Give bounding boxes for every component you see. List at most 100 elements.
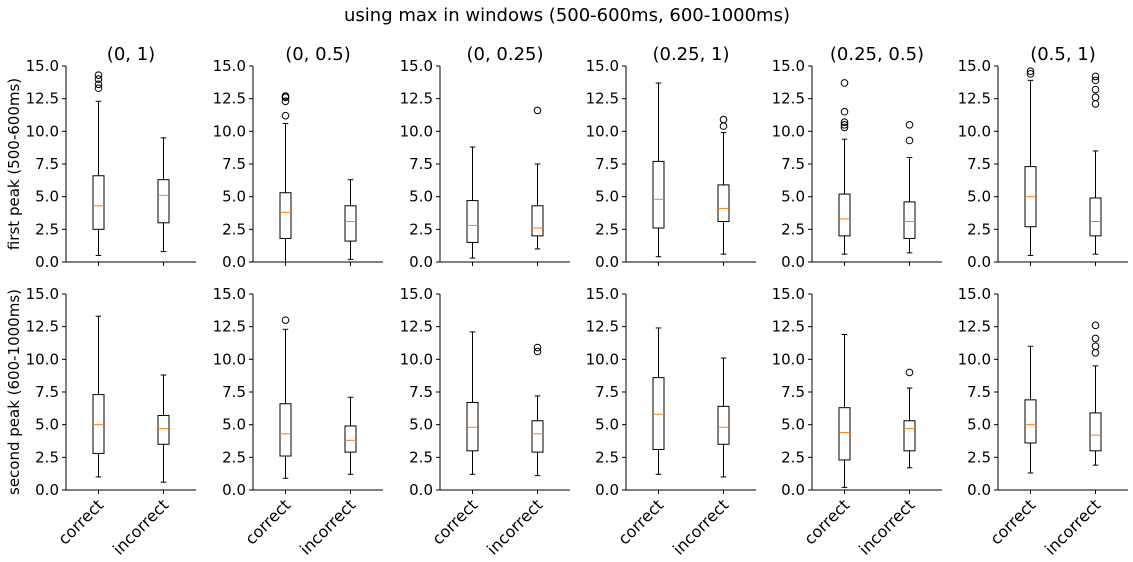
iqr-box — [92, 394, 105, 454]
iqr-box — [652, 377, 665, 450]
y-tick-label: 2.5 — [781, 220, 805, 238]
y-tick-label: 10.0 — [400, 122, 433, 140]
panel-r0-c4: 0.0 2.5 5.0 7.5 10.0 12.5 15.0 (0.25, 0.5) — [772, 44, 942, 271]
y-tick-label: 12.5 — [213, 318, 246, 336]
iqr-box — [1089, 412, 1102, 452]
iqr-box — [838, 407, 851, 461]
y-tick-label: 5.0 — [781, 416, 805, 434]
y-tick-label: 10.0 — [958, 122, 991, 140]
y-tick-label: 15.0 — [772, 57, 805, 75]
y-tick-label: 7.5 — [222, 383, 246, 401]
outlier-point — [905, 136, 914, 145]
box-incorrect — [903, 368, 916, 469]
y-tick-label: 15.0 — [213, 57, 246, 75]
column-title: (0, 0.5) — [285, 44, 351, 65]
y-tick-label: 0.0 — [35, 253, 59, 271]
iqr-box — [838, 193, 851, 237]
outlier-point — [94, 71, 103, 79]
column-title: (0.25, 1) — [652, 44, 729, 65]
outlier-point — [719, 115, 728, 124]
box-incorrect — [531, 343, 544, 477]
outlier-point — [719, 122, 728, 130]
y-tick-label: 10.0 — [213, 350, 246, 368]
y-tick-label: 7.5 — [781, 155, 805, 173]
iqr-box — [279, 403, 292, 457]
x-tick-label-incorrect: incorrect — [483, 495, 546, 558]
y-tick-label: 12.5 — [400, 318, 433, 336]
outlier-point — [533, 106, 542, 115]
y-tick-label: 15.0 — [958, 285, 991, 303]
box-correct — [1024, 67, 1037, 256]
figure-suptitle: using max in windows (500-600ms, 600-100… — [344, 5, 790, 26]
y-tick-label: 12.5 — [213, 90, 246, 108]
outlier-point — [840, 107, 849, 116]
y-tick-label: 12.5 — [772, 318, 805, 336]
outlier-point — [533, 343, 542, 352]
iqr-box — [1024, 399, 1037, 444]
y-tick-label: 15.0 — [213, 285, 246, 303]
outlier-point — [1091, 76, 1100, 85]
outlier-point — [1091, 72, 1100, 81]
y-tick-label: 10.0 — [400, 350, 433, 368]
outlier-point — [1091, 93, 1100, 102]
y-tick-label: 0.0 — [781, 253, 805, 271]
y-tick-label: 2.5 — [595, 448, 619, 466]
y-tick-label: 7.5 — [967, 383, 991, 401]
box-correct — [1024, 345, 1037, 474]
y-tick-label: 15.0 — [400, 57, 433, 75]
y-tick-label: 0.0 — [781, 481, 805, 499]
outlier-point — [1091, 334, 1100, 343]
outlier-point — [533, 347, 542, 356]
y-tick-label: 0.0 — [967, 253, 991, 271]
y-tick-label: 0.0 — [967, 481, 991, 499]
box-correct — [652, 327, 665, 475]
y-tick-label: 10.0 — [26, 350, 59, 368]
y-tick-label: 10.0 — [958, 350, 991, 368]
y-tick-label: 0.0 — [595, 253, 619, 271]
x-tick-label-incorrect: incorrect — [669, 495, 732, 558]
y-tick-label: 5.0 — [967, 188, 991, 206]
y-tick-label: 15.0 — [26, 285, 59, 303]
iqr-box — [531, 205, 544, 237]
y-tick-label: 7.5 — [595, 383, 619, 401]
iqr-box — [279, 192, 292, 239]
x-tick-label-incorrect: incorrect — [296, 495, 359, 558]
y-tick-label: 2.5 — [967, 220, 991, 238]
y-tick-label: 2.5 — [222, 448, 246, 466]
y-tick-label: 7.5 — [967, 155, 991, 173]
outlier-point — [1091, 349, 1100, 357]
y-tick-label: 15.0 — [26, 57, 59, 75]
iqr-box — [92, 175, 105, 230]
column-title: (0, 1) — [107, 44, 155, 65]
row-ylabel: second peak (600-1000ms) — [5, 289, 23, 495]
y-tick-label: 10.0 — [586, 122, 619, 140]
iqr-box — [157, 179, 170, 224]
box-incorrect — [157, 374, 170, 483]
iqr-box — [531, 420, 544, 453]
y-tick-label: 10.0 — [26, 122, 59, 140]
outlier-point — [840, 79, 849, 87]
y-tick-label: 0.0 — [222, 481, 246, 499]
y-tick-label: 2.5 — [781, 448, 805, 466]
panel-r1-c2: 0.0 2.5 5.0 7.5 10.0 12.5 15.0 correct incorrect — [400, 285, 570, 559]
column-title: (0.25, 0.5) — [830, 44, 924, 65]
iqr-box — [1089, 197, 1102, 237]
box-correct — [652, 82, 665, 258]
outlier-point — [1026, 70, 1035, 78]
y-tick-label: 10.0 — [586, 350, 619, 368]
iqr-box — [466, 200, 479, 243]
panel-grid: 0.0 2.5 5.0 7.5 10.0 12.5 15.0 (0, 1) 0.0 2.5 5.0 7… — [5, 44, 1128, 559]
y-tick-label: 5.0 — [595, 188, 619, 206]
panel-r0-c0: 0.0 2.5 5.0 7.5 10.0 12.5 15.0 (0, 1) — [26, 44, 196, 271]
y-tick-label: 10.0 — [772, 350, 805, 368]
iqr-box — [344, 425, 357, 453]
box-correct — [838, 334, 851, 488]
outlier-point — [94, 75, 103, 83]
x-tick-label-incorrect: incorrect — [1041, 495, 1104, 558]
box-correct — [279, 92, 292, 263]
y-tick-label: 5.0 — [781, 188, 805, 206]
panel-r1-c1: 0.0 2.5 5.0 7.5 10.0 12.5 15.0 correct incorrect — [213, 285, 383, 559]
panel-r0-c5: 0.0 2.5 5.0 7.5 10.0 12.5 15.0 (0.5, 1) — [958, 44, 1128, 271]
x-tick-label-correct: correct — [54, 495, 107, 548]
